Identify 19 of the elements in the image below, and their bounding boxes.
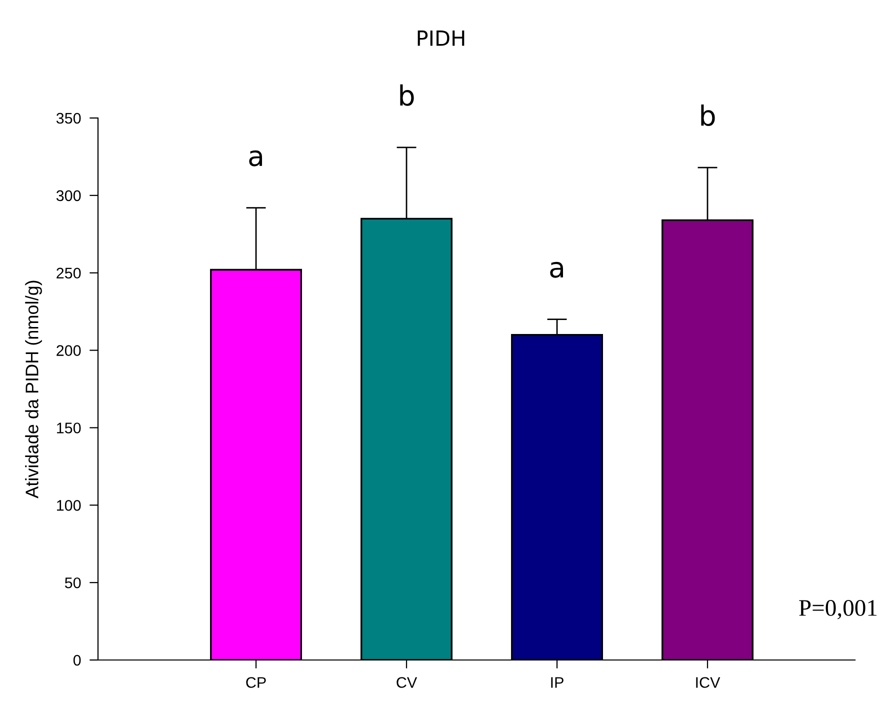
x-tick-label: IP [551,677,564,688]
y-tick-label: 350 [56,112,81,124]
y-tick-label: 250 [56,268,81,279]
annotation: b [701,104,715,126]
annotation: a [249,150,262,166]
text: b [400,84,414,106]
x-tick-label: CP [246,677,266,688]
y-tick-label: 300 [56,190,81,202]
y-tick-label: 0 [73,654,81,666]
annotation: P=0,001 [799,600,877,620]
chart-title: PIDH [418,30,464,46]
y-tick-label: 150 [57,422,81,434]
x-tick-label: ICV [696,677,720,688]
x-tick-label: CV [396,677,418,688]
y-tick-label: 50 [64,577,81,588]
y-axis-title: Atividade da PIDH (nmol/g) [25,280,42,498]
annotation: a [550,262,564,278]
y-tick-label: 200 [56,345,81,356]
y-tick-label: 100 [57,500,81,511]
